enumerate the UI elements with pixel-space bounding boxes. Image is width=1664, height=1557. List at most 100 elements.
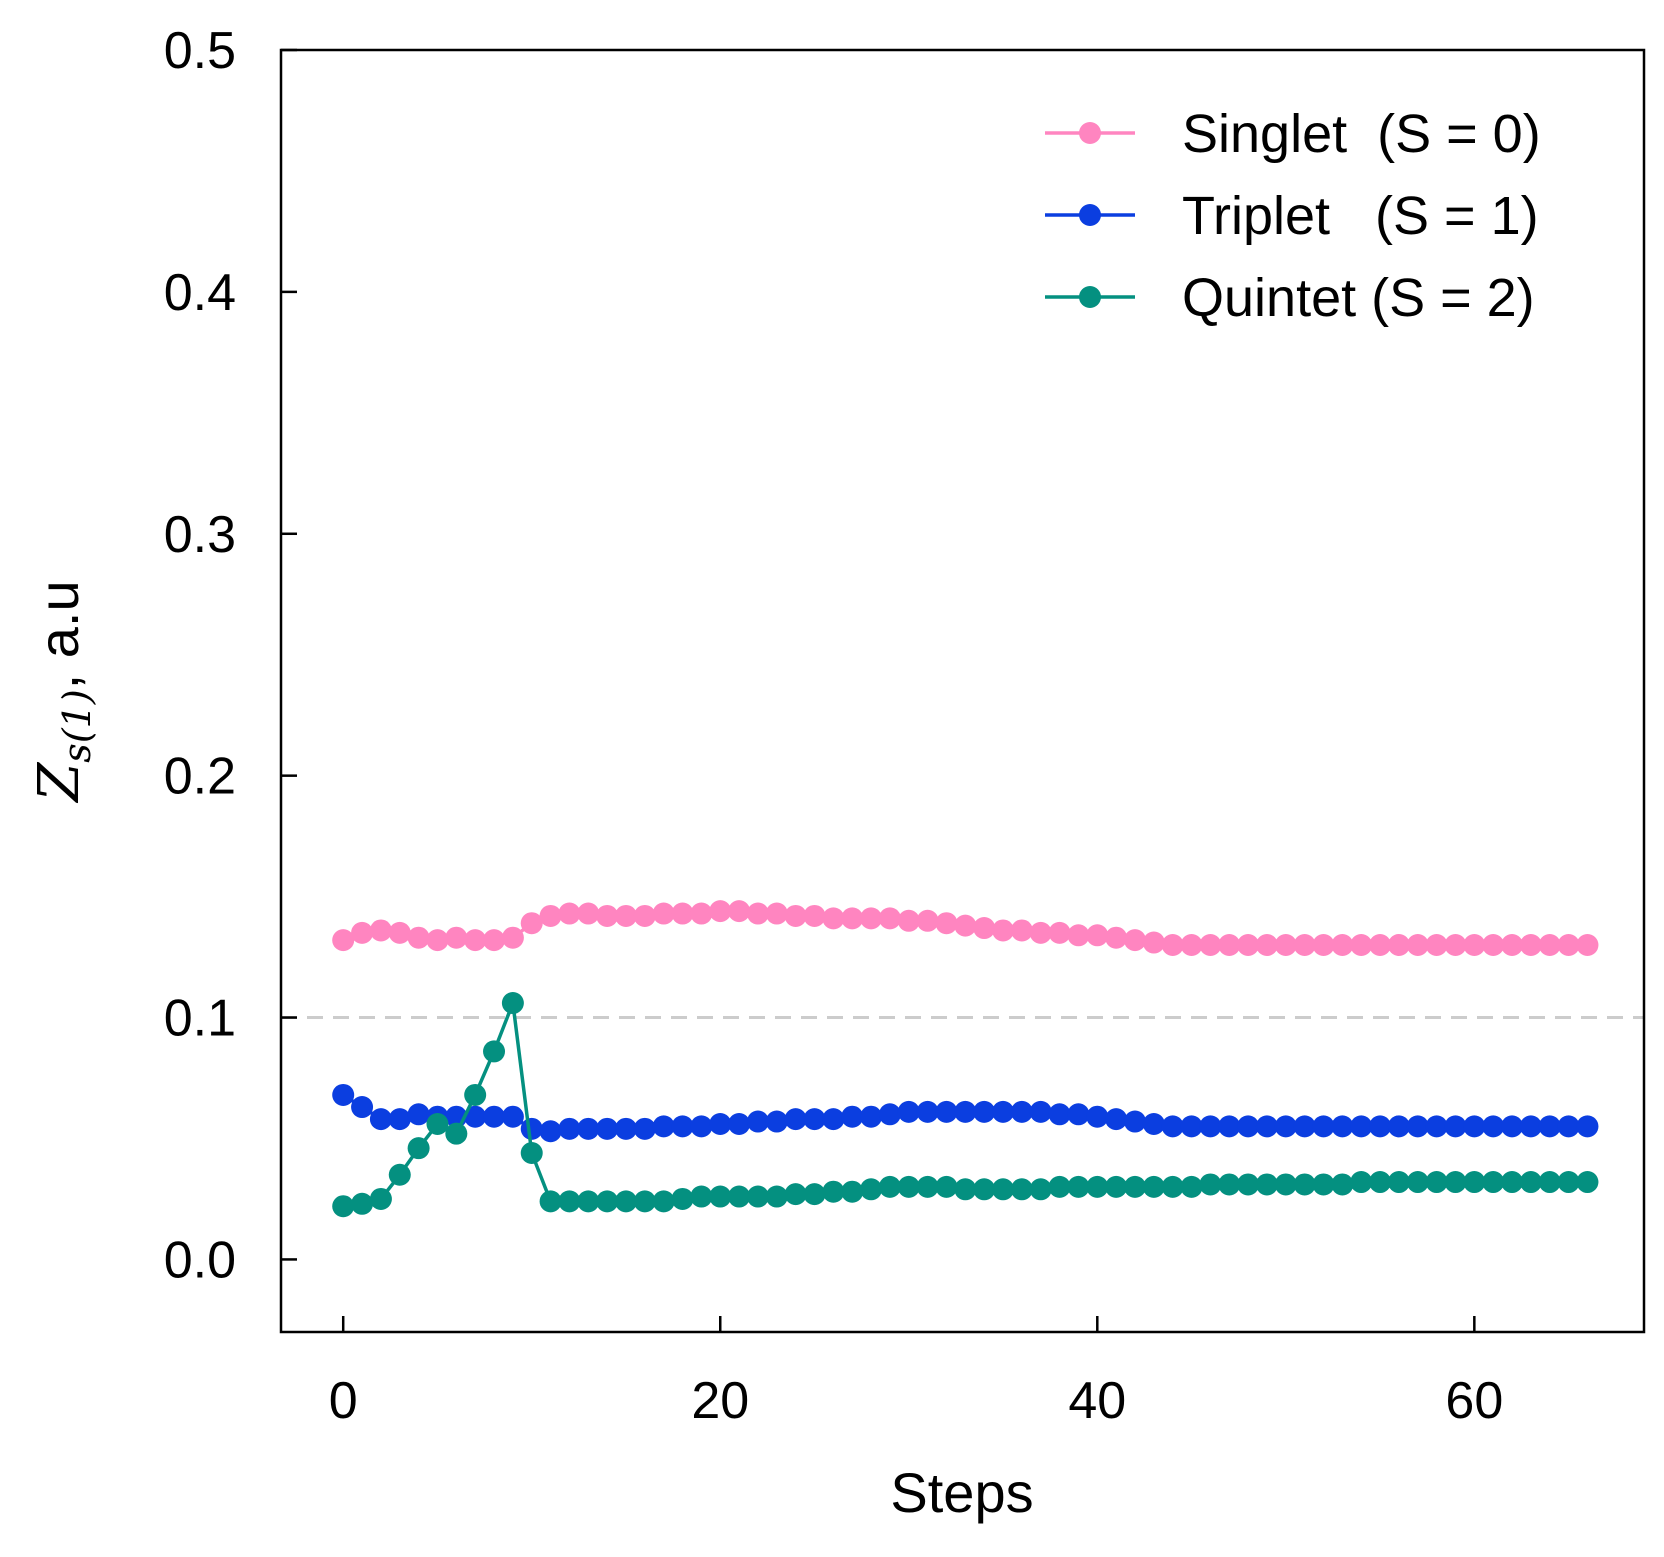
data-point <box>1576 933 1599 956</box>
data-point <box>1519 1171 1542 1194</box>
data-point <box>1142 931 1165 954</box>
data-point <box>1350 1115 1373 1138</box>
y-tick-label: 0.2 <box>164 748 236 806</box>
data-point <box>614 1117 637 1140</box>
data-point <box>388 921 411 944</box>
data-point <box>464 929 487 952</box>
data-point <box>1105 926 1128 949</box>
y-tick-label: 0.4 <box>164 264 236 322</box>
data-point <box>1501 1115 1524 1138</box>
data-point <box>765 902 788 925</box>
data-point <box>1519 933 1542 956</box>
data-point <box>690 1115 713 1138</box>
data-point <box>577 902 600 925</box>
data-point <box>407 1103 430 1126</box>
data-point <box>652 1190 675 1213</box>
data-point <box>954 914 977 937</box>
data-point <box>1180 1175 1203 1198</box>
data-point <box>1180 1115 1203 1138</box>
data-point <box>878 1103 901 1126</box>
data-point <box>1067 1103 1090 1126</box>
data-point <box>614 1190 637 1213</box>
data-point <box>878 907 901 930</box>
data-point <box>1331 1115 1354 1138</box>
y-tick-label: 0.3 <box>164 506 236 564</box>
y-axis-label-suffix: , a.u <box>27 580 90 689</box>
data-point <box>671 1187 694 1210</box>
data-point <box>860 1178 883 1201</box>
data-point <box>1274 933 1297 956</box>
data-point <box>1557 1115 1580 1138</box>
legend-item-2: Quintet (S = 2) <box>1045 268 1535 328</box>
x-tick-label: 60 <box>1445 1372 1503 1430</box>
data-point <box>1237 1115 1260 1138</box>
data-point <box>954 1178 977 1201</box>
data-point <box>803 904 826 927</box>
data-point <box>1557 933 1580 956</box>
data-point <box>1274 1173 1297 1196</box>
data-point <box>1519 1115 1542 1138</box>
data-point <box>1237 1173 1260 1196</box>
data-point <box>1406 1115 1429 1138</box>
data-point <box>1180 933 1203 956</box>
data-point <box>596 1117 619 1140</box>
data-point <box>558 902 581 925</box>
data-point <box>784 904 807 927</box>
data-point <box>633 1190 656 1213</box>
data-point <box>351 921 374 944</box>
y-tick-label: 0.0 <box>164 1231 236 1289</box>
axis-layer: 0 20 40 60 0.0 0.1 0.2 0.3 0.4 0.5 <box>164 22 1504 1430</box>
data-point <box>1048 1175 1071 1198</box>
data-point <box>501 992 524 1015</box>
data-point <box>690 1185 713 1208</box>
data-point <box>1387 933 1410 956</box>
data-point <box>822 1108 845 1131</box>
data-point <box>897 1175 920 1198</box>
data-point <box>1029 1178 1052 1201</box>
legend-marker <box>1079 122 1101 144</box>
data-point <box>784 1108 807 1131</box>
data-point <box>1123 1110 1146 1133</box>
data-point <box>935 1100 958 1123</box>
data-point <box>1406 933 1429 956</box>
data-point <box>388 1108 411 1131</box>
legend-marker <box>1079 204 1101 226</box>
data-point <box>841 1180 864 1203</box>
data-point <box>1369 933 1392 956</box>
data-point <box>1010 1178 1033 1201</box>
data-point <box>1123 1175 1146 1198</box>
data-point <box>1350 1171 1373 1194</box>
data-point <box>445 1122 468 1145</box>
x-tick-label: 40 <box>1068 1372 1126 1430</box>
data-point <box>1482 1115 1505 1138</box>
data-point <box>1538 933 1561 956</box>
data-point <box>1387 1171 1410 1194</box>
data-point <box>351 1096 374 1119</box>
data-point <box>633 904 656 927</box>
data-point <box>1161 1115 1184 1138</box>
data-point <box>728 1185 751 1208</box>
data-point <box>1142 1112 1165 1135</box>
y-axis-label-subscript: s(1) <box>55 689 99 762</box>
data-point <box>897 1100 920 1123</box>
data-point <box>992 919 1015 942</box>
legend: Singlet (S = 0) Triplet (S = 1) Quintet (S… <box>1045 104 1541 328</box>
data-point <box>1255 933 1278 956</box>
legend-item-1: Triplet (S = 1) <box>1045 186 1539 246</box>
data-point <box>709 1112 732 1135</box>
legend-label: Triplet (S = 1) <box>1182 186 1539 246</box>
y-axis-label-symbol: Z <box>27 762 92 804</box>
data-point <box>1331 933 1354 956</box>
data-point <box>1029 1100 1052 1123</box>
data-point <box>916 909 939 932</box>
data-point <box>709 900 732 923</box>
data-point <box>539 904 562 927</box>
y-tick-label: 0.5 <box>164 22 236 80</box>
data-point <box>860 907 883 930</box>
data-point <box>1312 933 1335 956</box>
data-point <box>539 1120 562 1143</box>
data-point <box>332 1195 355 1218</box>
data-point <box>1086 1175 1109 1198</box>
data-point <box>426 929 449 952</box>
